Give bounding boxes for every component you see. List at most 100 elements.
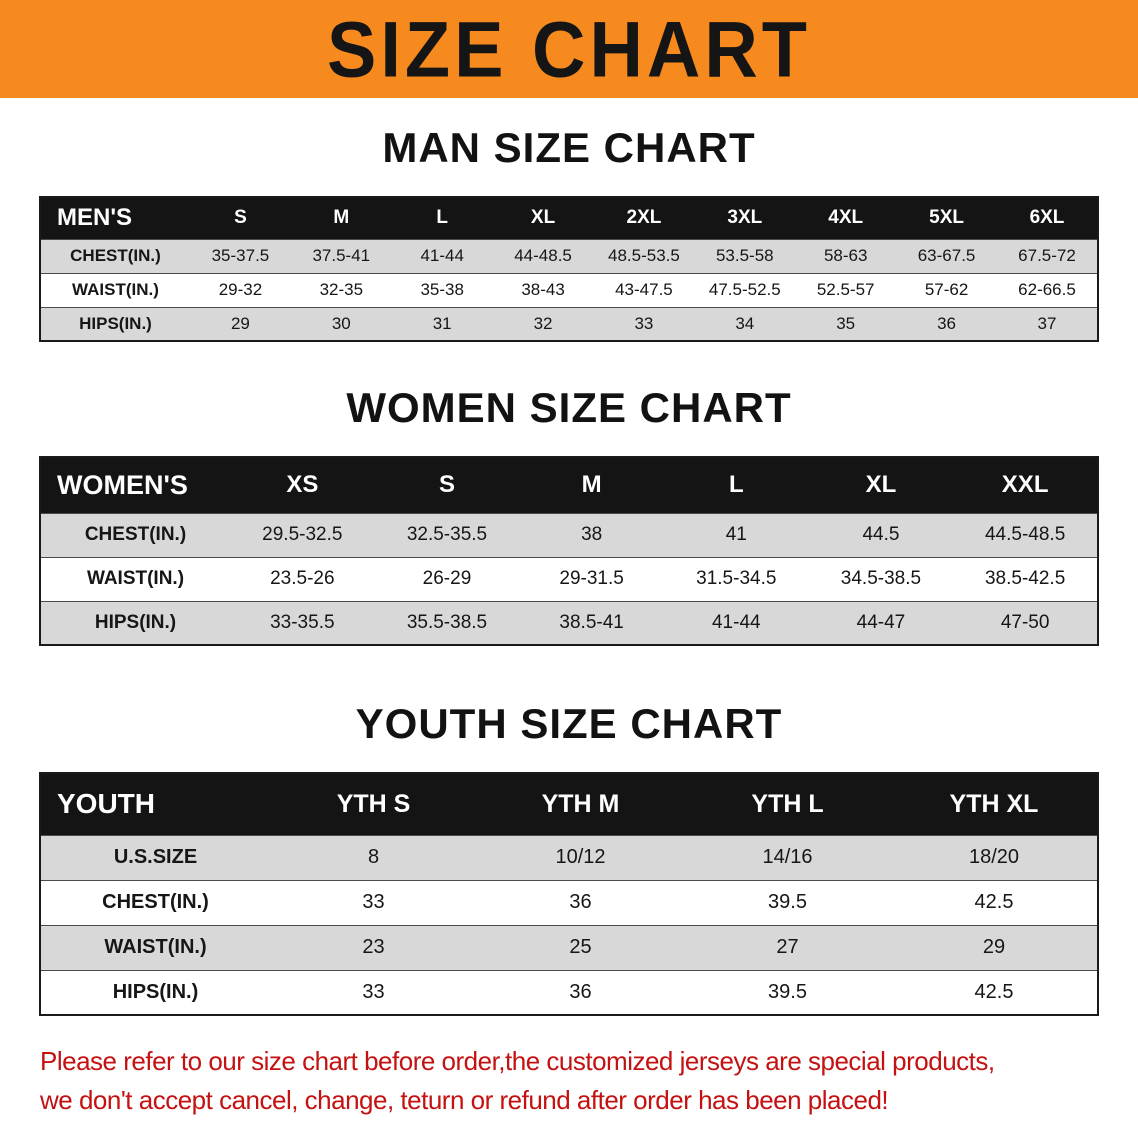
value-cell: 33 <box>362 891 385 913</box>
womens-size-table-grid: WOMEN'S XS S M L XL XXL CHEST(IN.) 29.5-32.5 32.5… <box>39 456 1099 646</box>
disclaimer-line-2: we don't accept cancel, change, teturn o… <box>40 1085 889 1115</box>
value-cell: 31 <box>432 313 452 333</box>
size-header-cell: S <box>374 457 520 513</box>
value-cell: 23 <box>362 936 385 958</box>
row-label: CHEST(IN.) <box>102 891 209 913</box>
value-cell: 29 <box>230 313 250 333</box>
row-label: U.S.SIZE <box>113 846 198 868</box>
youth-size-table: YOUTH YTH S YTH M YTH L YTH XL U.S.SIZE 8 10/12… <box>39 772 1099 1016</box>
row-label: WAIST(IN.) <box>104 936 207 958</box>
table-title-cell: YOUTH <box>40 773 270 835</box>
value-cell: 35 <box>836 313 856 333</box>
value-cell: 33 <box>634 313 654 333</box>
value-cell: 58-63 <box>823 246 868 265</box>
value-cell: 41-44 <box>420 246 464 265</box>
value-cell: 39.5 <box>768 891 807 913</box>
table-title-cell: MEN'S <box>40 197 190 239</box>
value-cell: 32.5-35.5 <box>406 524 488 545</box>
table-header-row: WOMEN'S XS S M L XL XXL <box>40 457 1098 513</box>
table-row: CHEST(IN.) 29.5-32.5 32.5-35.5 38 41 44.5 44.5… <box>40 513 1098 557</box>
value-cell: 41 <box>725 524 747 545</box>
value-cell: 37 <box>1037 313 1057 333</box>
banner-title: SIZE CHART <box>327 5 811 93</box>
value-cell: 38.5-41 <box>559 611 624 633</box>
table-row: WAIST(IN.) 23 25 27 29 <box>40 925 1098 970</box>
table-title-cell: WOMEN'S <box>40 457 230 513</box>
row-label: CHEST(IN.) <box>84 524 187 545</box>
size-header-cell: L <box>391 197 493 239</box>
size-header-cell: XXL <box>953 457 1098 513</box>
value-cell: 38 <box>581 524 603 545</box>
size-header-cell: L <box>663 457 809 513</box>
value-cell: 25 <box>569 936 592 958</box>
row-label: HIPS(IN.) <box>94 611 177 633</box>
value-cell: 27 <box>776 936 799 958</box>
table-row: CHEST(IN.) 33 36 39.5 42.5 <box>40 880 1098 925</box>
value-cell: 35.5-38.5 <box>406 611 488 633</box>
value-cell: 42.5 <box>974 891 1014 913</box>
size-header-cell: S <box>190 197 291 239</box>
disclaimer-line-1: Please refer to our size chart before or… <box>40 1046 995 1076</box>
value-cell: 8 <box>367 846 380 868</box>
value-cell: 57-62 <box>924 280 969 299</box>
row-label: WAIST(IN.) <box>86 568 185 589</box>
size-header-cell: 4XL <box>795 197 897 239</box>
table-row: WAIST(IN.) 29-32 32-35 35-38 38-43 43-47.5 47.… <box>40 273 1098 307</box>
size-header-cell: 2XL <box>593 197 695 239</box>
size-header-cell: M <box>519 457 664 513</box>
size-header-cell: XL <box>808 457 954 513</box>
value-cell: 30 <box>331 313 351 333</box>
size-header-cell: 6XL <box>997 197 1098 239</box>
value-cell: 31.5-34.5 <box>696 568 777 589</box>
value-cell: 34.5-38.5 <box>840 568 922 589</box>
mens-size-table-grid: MEN'S S M L XL 2XL 3XL 4XL 5XL 6XL CHEST(IN.) 35-37… <box>39 196 1099 342</box>
value-cell: 44.5-48.5 <box>984 524 1066 545</box>
value-cell: 14/16 <box>762 846 813 868</box>
value-cell: 35-38 <box>420 280 464 299</box>
row-label: WAIST(IN.) <box>72 280 159 299</box>
size-header-cell: 3XL <box>694 197 796 239</box>
value-cell: 33-35.5 <box>270 611 335 633</box>
value-cell: 47-50 <box>1000 611 1050 633</box>
value-cell: 29-31.5 <box>559 568 624 589</box>
man-section-heading: MAN SIZE CHART <box>382 124 756 171</box>
value-cell: 48.5-53.5 <box>608 246 680 265</box>
value-cell: 18/20 <box>968 846 1020 868</box>
table-row: HIPS(IN.) 33-35.5 35.5-38.5 38.5-41 41-44 44-… <box>40 601 1098 645</box>
size-header-cell: YTH S <box>270 773 477 835</box>
value-cell: 42.5 <box>974 980 1014 1003</box>
value-cell: 38.5-42.5 <box>984 568 1066 589</box>
value-cell: 43-47.5 <box>615 280 673 299</box>
value-cell: 29.5-32.5 <box>262 524 343 545</box>
row-label: CHEST(IN.) <box>70 246 161 265</box>
mens-size-table: MEN'S S M L XL 2XL 3XL 4XL 5XL 6XL CHEST(IN.) 35-37… <box>39 196 1099 342</box>
value-cell: 67.5-72 <box>1018 246 1076 265</box>
size-header-cell: YTH XL <box>891 773 1098 835</box>
women-section-heading: WOMEN SIZE CHART <box>346 384 792 431</box>
table-header-row: MEN'S S M L XL 2XL 3XL 4XL 5XL 6XL <box>40 197 1098 239</box>
womens-size-table: WOMEN'S XS S M L XL XXL CHEST(IN.) 29.5-32.5 32.5… <box>39 456 1099 646</box>
value-cell: 44-47 <box>856 611 906 633</box>
value-cell: 23.5-26 <box>270 568 335 589</box>
table-header-row: YOUTH YTH S YTH M YTH L YTH XL <box>40 773 1098 835</box>
value-cell: 44.5 <box>862 524 900 545</box>
disclaimer-note: Please refer to our size chart before or… <box>40 1042 1138 1120</box>
value-cell: 52.5-57 <box>816 280 875 299</box>
value-cell: 29-32 <box>218 280 263 299</box>
table-row: HIPS(IN.) 29 30 31 32 33 34 35 36 37 <box>40 307 1098 341</box>
value-cell: 44-48.5 <box>514 246 572 265</box>
value-cell: 62-66.5 <box>1018 280 1076 299</box>
value-cell: 33 <box>362 980 385 1003</box>
size-chart-content: MAN SIZE CHART MEN'S S M L XL 2XL 3XL 4XL 5XL 6XL… <box>0 124 1138 1120</box>
youth-size-table-grid: YOUTH YTH S YTH M YTH L YTH XL U.S.SIZE 8 10/12… <box>39 772 1099 1016</box>
size-chart-banner: SIZE CHART <box>0 0 1138 98</box>
value-cell: 47.5-52.5 <box>708 280 781 299</box>
value-cell: 32-35 <box>319 280 364 299</box>
table-row: CHEST(IN.) 35-37.5 37.5-41 41-44 44-48.5 48.5… <box>40 239 1098 273</box>
youth-section-heading: YOUTH SIZE CHART <box>355 700 783 747</box>
size-header-cell: XL <box>492 197 594 239</box>
value-cell: 29 <box>982 936 1006 958</box>
row-label: HIPS(IN.) <box>79 313 152 333</box>
value-cell: 36 <box>569 980 592 1003</box>
size-header-cell: YTH L <box>684 773 891 835</box>
